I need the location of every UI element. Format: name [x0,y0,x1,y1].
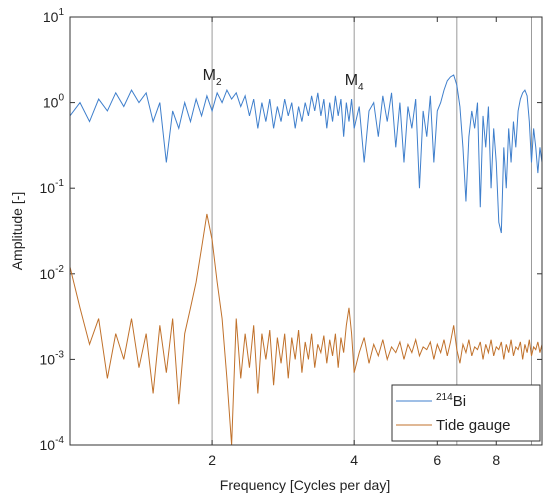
y-tick-base: 10 [43,95,59,111]
x-axis-label: Frequency [Cycles per day] [220,477,390,493]
legend-name: Bi [453,393,466,410]
y-tick-label: 10-4 [40,435,65,453]
reference-label-sub: 2 [216,77,222,88]
series-line [70,213,542,445]
y-tick-label: 10-2 [40,264,65,282]
y-tick-exp: -2 [55,264,64,275]
reference-label-main: M [345,72,358,89]
x-tick-label: 8 [492,452,500,468]
y-tick-exp: 0 [58,93,64,104]
reference-label-sub: 4 [358,82,364,93]
legend-label: Tide gauge [436,417,511,434]
reference-label: M2 [203,67,222,88]
y-axis-label: Amplitude [-] [9,192,25,271]
y-tick-exp: -3 [55,349,64,360]
reference-label: M4 [345,72,364,93]
y-tick-exp: -1 [55,178,64,189]
y-tick-base: 10 [40,180,56,196]
y-tick-base: 10 [40,266,56,282]
y-tick-label: 100 [43,93,65,111]
y-tick-exp: 1 [58,7,64,18]
y-tick-label: 10-3 [40,349,65,367]
y-tick-label: 10-1 [40,178,65,196]
y-tick-base: 10 [40,437,56,453]
legend-sup: 214 [436,392,453,403]
x-tick-label: 4 [350,452,358,468]
y-tick-base: 10 [40,351,56,367]
y-tick-label: 101 [43,7,65,25]
legend-box [391,384,541,442]
plot-frame [69,16,543,446]
reference-label-main: M [203,67,216,84]
x-tick-label: 6 [433,452,441,468]
y-tick-exp: -4 [55,435,64,446]
x-tick-label: 2 [208,452,216,468]
y-tick-base: 10 [43,9,59,25]
legend-name: Tide gauge [436,417,511,434]
legend-label: 214Bi [436,392,466,410]
series-line [70,74,542,234]
